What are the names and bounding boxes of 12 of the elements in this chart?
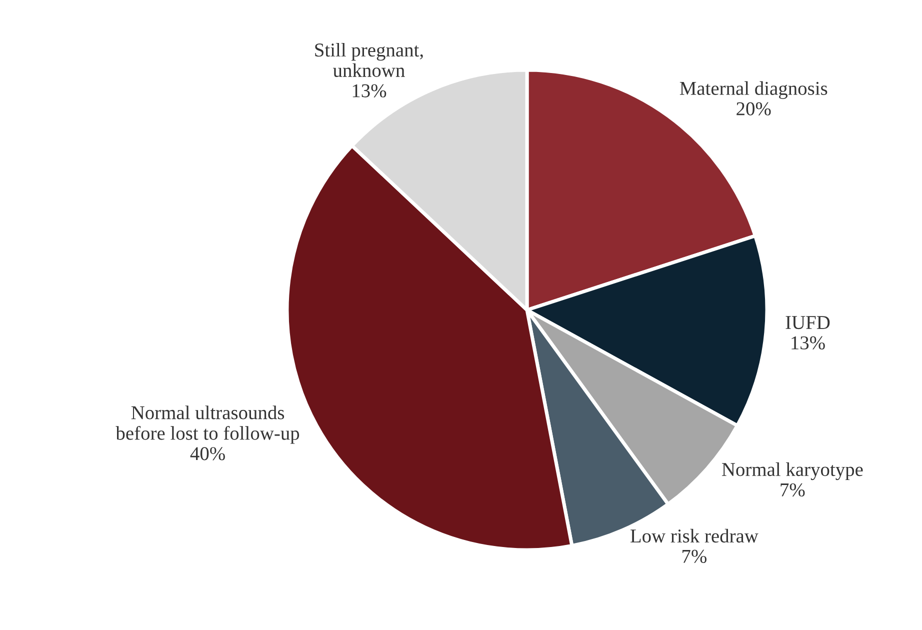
slice-label: Low risk redraw	[630, 528, 758, 543]
slice-label: IUFD	[786, 316, 830, 330]
slice-label: Still pregnant, unknown	[315, 42, 423, 78]
data-label: 13%	[792, 336, 825, 350]
slice-label: Maternal diagnosis	[680, 81, 828, 99]
data-label: 20%	[736, 102, 771, 116]
slice-label: Normal karyotype	[722, 462, 863, 480]
slice-label: Normal ultrasounds before lost to follow-up	[116, 406, 300, 444]
data-label: 7%	[780, 483, 805, 497]
data-label: 40%	[190, 447, 225, 460]
data-label: 13%	[352, 84, 386, 98]
data-label: 7%	[682, 550, 706, 563]
